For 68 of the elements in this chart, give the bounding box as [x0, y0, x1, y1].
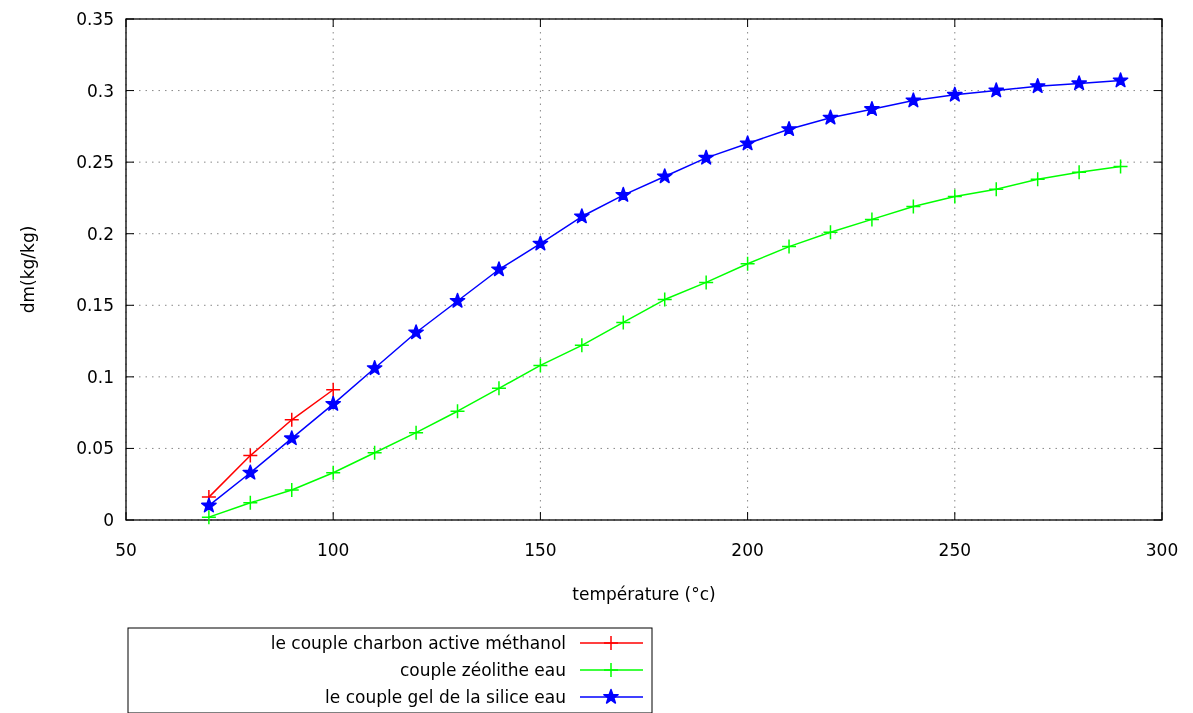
point [1071, 75, 1087, 91]
point [242, 495, 259, 511]
point [284, 412, 300, 428]
point [739, 135, 756, 151]
x-tick-label: 100 [316, 540, 350, 560]
point [864, 211, 880, 228]
point [408, 324, 424, 340]
point [532, 357, 549, 374]
y-tick-label: 0.05 [76, 438, 114, 459]
y-tick-label: 0 [103, 509, 114, 530]
point [283, 430, 300, 446]
point [325, 381, 341, 398]
point [781, 238, 797, 255]
point [698, 149, 715, 165]
point [201, 497, 217, 513]
point [242, 464, 259, 480]
y-axis-title: dm(kg/kg) [18, 225, 38, 314]
y-tick-label: 0.2 [86, 223, 114, 244]
y-tick-label: 0.25 [76, 152, 114, 173]
point [739, 256, 756, 272]
point [532, 235, 549, 251]
point [822, 109, 839, 125]
point [698, 274, 714, 291]
y-tick-label: 0.1 [86, 366, 114, 387]
point [491, 261, 507, 277]
point [946, 86, 963, 102]
point [366, 360, 383, 376]
point [449, 292, 466, 308]
x-tick-label: 250 [938, 540, 972, 560]
x-tick-label: 200 [731, 540, 764, 560]
point [573, 208, 590, 224]
y-tick-label: 0.3 [86, 80, 114, 101]
legend-label: couple zéolithe eau [399, 659, 566, 680]
point [491, 380, 507, 397]
legend-label: le couple gel de la silice eau [325, 686, 566, 707]
point [574, 337, 590, 354]
x-axis-title: température (°c) [572, 584, 716, 604]
point [656, 291, 673, 308]
x-tick-label: 300 [1145, 540, 1179, 560]
point [822, 224, 839, 241]
point [615, 186, 632, 202]
point [325, 465, 341, 481]
point [988, 181, 1004, 198]
point [988, 82, 1005, 98]
point [284, 482, 300, 498]
x-tick-label: 150 [524, 540, 557, 560]
y-tick-label: 0.15 [76, 295, 114, 316]
point [242, 447, 259, 464]
point [1029, 78, 1046, 94]
point [781, 120, 797, 137]
y-tick-label: 0.35 [76, 8, 114, 29]
point [325, 395, 342, 411]
point [1071, 164, 1087, 180]
legend-label: le couple charbon active méthanol [270, 632, 566, 653]
point [615, 314, 632, 331]
x-tick-label: 50 [115, 540, 137, 560]
point [1112, 72, 1129, 88]
point [905, 198, 922, 215]
point [656, 168, 673, 184]
point [947, 188, 963, 205]
point [408, 424, 424, 441]
point [449, 403, 466, 419]
point [864, 100, 880, 116]
point [1112, 158, 1129, 175]
point [201, 509, 217, 525]
point [1029, 171, 1046, 188]
point [366, 444, 383, 461]
point [905, 92, 922, 108]
